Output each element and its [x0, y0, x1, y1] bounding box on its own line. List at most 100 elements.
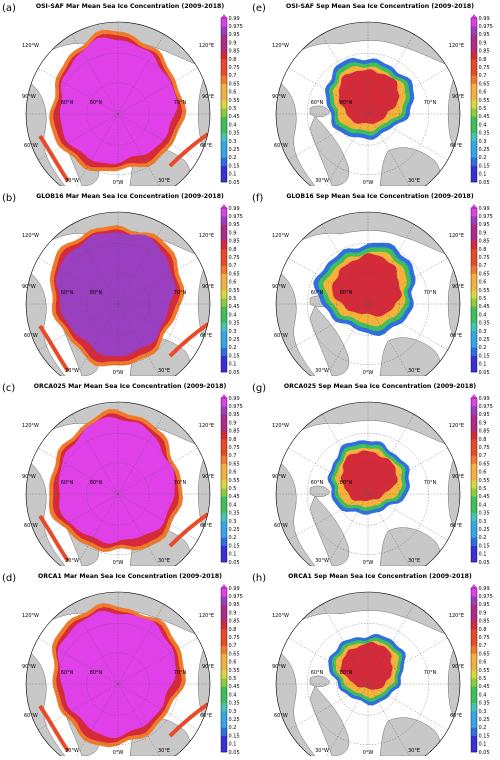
colorbar-segment [471, 670, 477, 679]
panel-a: (a) OSI-SAF Mar Mean Sea Ice Concentrati… [0, 0, 250, 190]
colorbar-segment [471, 553, 477, 563]
meridian [367, 414, 415, 495]
colorbar-tick-label: 0.8 [479, 247, 487, 253]
panel-e: (e) OSI-SAF Sep Mean Sea Ice Concentrati… [250, 0, 500, 190]
meridian [71, 493, 119, 566]
colorbar-segment [221, 661, 227, 671]
meridian [38, 637, 119, 685]
colorbar-segment [471, 604, 477, 613]
colorbar-segment [221, 281, 227, 291]
map-label: 60°E [450, 523, 462, 529]
meridian [288, 257, 369, 305]
meridian [288, 303, 369, 351]
colorbar-segment [471, 637, 477, 646]
colorbar-tick-label: 0.85 [229, 429, 240, 435]
colorbar-segment [471, 50, 477, 60]
meridian [367, 67, 448, 115]
map-frame [275, 211, 461, 376]
panel-title: ORCA025 Mar Mean Sea Ice Concentration (… [33, 383, 227, 390]
colorbar-tick-label: 0.975 [479, 594, 493, 600]
meridian [367, 34, 415, 115]
meridian [321, 303, 369, 376]
colorbar-segment [471, 18, 477, 27]
polar-map: 120°W 90°W 60°W 30°W 0°W 30°E 60°E 90°E 120°E 60°… [272, 21, 464, 186]
polar-map: 120°W 90°W 60°W 30°W 0°W 30°E 60°E 90°E 120°E 60°… [22, 21, 214, 186]
colorbar-tick-label: 0.4 [479, 312, 487, 318]
colorbar-segment [221, 224, 227, 233]
colorbar-segment [471, 100, 477, 109]
map-label: 80°N [90, 480, 103, 486]
map-label: 30°W [65, 558, 79, 564]
colorbar-tick-label: 0.35 [479, 511, 490, 517]
map-label: 60°E [450, 713, 462, 719]
colorbar-tick-label: 0.7 [229, 453, 237, 459]
colorbar-segment [471, 504, 477, 514]
colorbar-tick-label: 0.9 [479, 230, 487, 236]
colorbar-segment [221, 694, 227, 704]
map-label: 0°W [363, 370, 374, 376]
colorbar-segment [471, 257, 477, 266]
meridian [117, 303, 198, 351]
colorbar-segment [471, 67, 477, 76]
colorbar-segment [471, 240, 477, 250]
colorbar-segment [471, 34, 477, 43]
map-label: 70°N [424, 290, 437, 296]
colorbar-tick-label: 0.65 [479, 461, 490, 467]
map-frame [25, 401, 211, 566]
colorbar-tick-label: 0.8 [479, 437, 487, 443]
meridian [117, 447, 198, 495]
map-label: 0°W [363, 180, 374, 186]
colorbar-tick-label: 0.8 [229, 437, 237, 443]
colorbar-tick-label: 0.35 [479, 701, 490, 707]
colorbar-segment [471, 686, 477, 695]
colorbar-tick-label: 0.5 [479, 106, 487, 112]
map-label: 60°N [61, 100, 74, 106]
map-label: 90°W [272, 474, 286, 480]
colorbar-segment [221, 91, 227, 101]
meridian [71, 683, 119, 756]
colorbar-segment [471, 447, 477, 456]
colorbar-tick-label: 0.2 [479, 725, 487, 731]
colorbar-tick-label: 0.85 [479, 239, 490, 245]
meridian [288, 493, 369, 541]
colorbar-tick-label: 0.5 [479, 676, 487, 682]
colorbar-segment [471, 59, 477, 68]
colorbar-tick-label: 0.975 [229, 214, 243, 220]
colorbar-tick-label: 0.7 [229, 643, 237, 649]
colorbar-segment [471, 273, 477, 283]
colorbar-segment [471, 588, 477, 597]
colorbar-tick-label: 0.7 [479, 453, 487, 459]
colorbar-segment [221, 422, 227, 432]
colorbar-tick-label: 0.45 [229, 684, 240, 690]
colorbar-segment [471, 83, 477, 93]
colorbar-segment [471, 141, 477, 150]
meridian [288, 447, 369, 495]
colorbar: 0.99 0.975 0.95 0.9 0.85 0.8 0.75 0.7 0.65 0.6 0.5… [470, 14, 493, 186]
colorbar-frame [470, 17, 478, 183]
colorbar-segment [471, 430, 477, 440]
map-label: 30°W [315, 178, 329, 184]
meridian [117, 113, 198, 161]
colorbar-tick-label: 0.75 [479, 635, 490, 641]
colorbar: 0.99 0.975 0.95 0.9 0.85 0.8 0.75 0.7 0.65 0.6 0.5… [220, 394, 243, 566]
meridian [367, 683, 448, 731]
colorbar-segment [221, 471, 227, 481]
colorbar-tick-label: 0.99 [479, 206, 490, 212]
colorbar-tick-label: 0.05 [229, 370, 240, 376]
colorbar-segment [221, 34, 227, 43]
colorbar-segment [471, 661, 477, 671]
map-label: 90°E [452, 664, 464, 670]
map-label: 0°W [113, 560, 124, 566]
meridian [38, 303, 119, 351]
colorbar-segment [221, 588, 227, 597]
map-label: 90°E [452, 284, 464, 290]
colorbar-segment [221, 727, 227, 736]
colorbar-tick-label: 0.3 [229, 709, 237, 715]
colorbar-tick-label: 0.75 [479, 445, 490, 451]
colorbar-segment [221, 42, 227, 52]
colorbar-tick-label: 0.65 [229, 651, 240, 657]
colorbar-segment [471, 537, 477, 546]
colorbar-tick-label: 0.6 [479, 660, 487, 666]
colorbar-segment [221, 529, 227, 538]
colorbar-tick-label: 0.6 [229, 470, 237, 476]
